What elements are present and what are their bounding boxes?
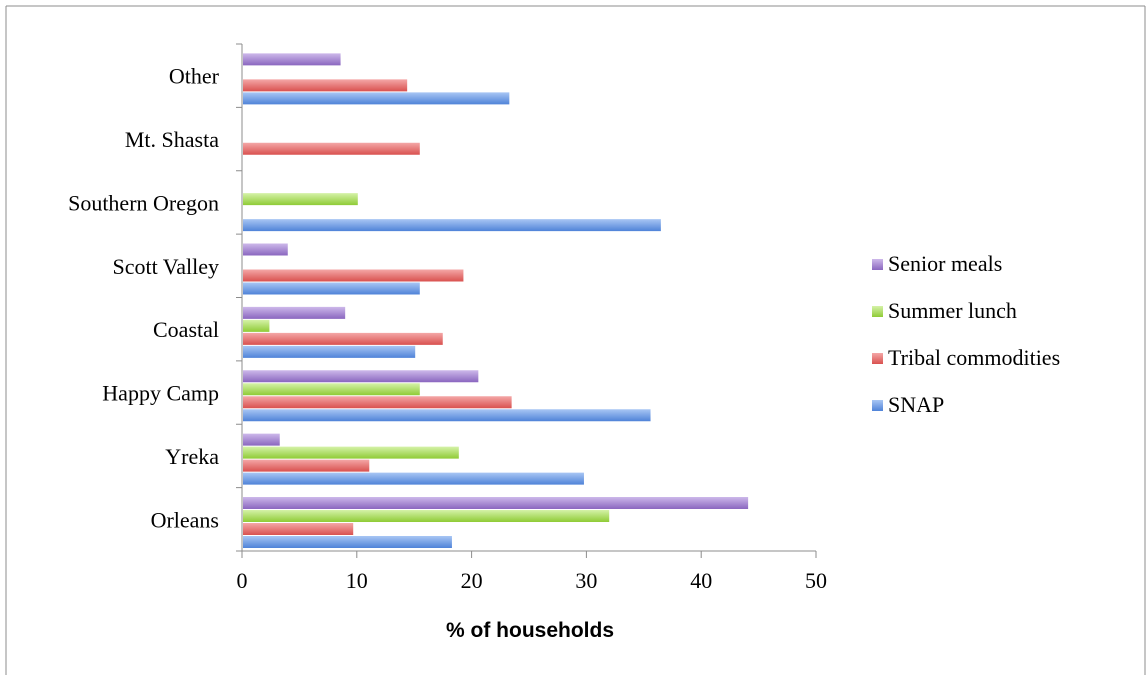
bar-senior-meals-yreka [243, 433, 280, 446]
legend-swatch-snap [872, 400, 883, 411]
y-category-label-coastal: Coastal [153, 317, 219, 342]
y-category-label-other: Other [169, 64, 220, 89]
bar-snap-coastal [243, 345, 416, 358]
legend-label-senior-meals: Senior meals [888, 251, 1002, 276]
bar-tribal-commodities-scott-valley [243, 269, 464, 282]
y-category-label-southern-oregon: Southern Oregon [68, 190, 219, 215]
bar-senior-meals-happy-camp [243, 370, 479, 383]
bar-snap-happy-camp [243, 409, 651, 422]
legend: Senior meals Summer lunch Tribal commoditi… [872, 251, 1060, 417]
legend-label-snap: SNAP [888, 392, 944, 417]
legend-swatch-tribal-commodities [872, 353, 883, 364]
bar-tribal-commodities-mt-shasta [243, 142, 420, 155]
bar-snap-southern-oregon [243, 219, 661, 232]
legend-label-summer-lunch: Summer lunch [888, 298, 1017, 323]
bar-senior-meals-other [243, 53, 341, 66]
x-axis-title: % of households [446, 619, 614, 642]
legend-label-tribal-commodities: Tribal commodities [888, 345, 1060, 370]
bar-tribal-commodities-yreka [243, 459, 370, 472]
bar-senior-meals-orleans [243, 497, 749, 509]
x-tick-label: 20 [461, 568, 483, 593]
bar-tribal-commodities-happy-camp [243, 396, 512, 409]
x-tick-label: 40 [690, 568, 712, 593]
legend-swatch-senior-meals [872, 259, 883, 270]
bar-summer-lunch-happy-camp [243, 383, 420, 396]
y-category-label-happy-camp: Happy Camp [102, 381, 219, 406]
plot-area: 0 10 20 30 40 50 Orleans Yreka Happy Camp Coastal… [68, 43, 827, 593]
bar-snap-yreka [243, 472, 584, 485]
y-category-label-yreka: Yreka [165, 444, 219, 469]
legend-swatch-summer-lunch [872, 306, 883, 317]
bar-senior-meals-scott-valley [243, 243, 288, 256]
bar-snap-scott-valley [243, 282, 420, 295]
bar-summer-lunch-southern-oregon [243, 193, 358, 206]
bar-tribal-commodities-coastal [243, 332, 443, 345]
x-tick-label: 50 [805, 568, 827, 593]
bar-summer-lunch-yreka [243, 446, 459, 459]
bar-tribal-commodities-orleans [243, 523, 354, 535]
bar-snap-other [243, 92, 510, 105]
y-category-label-mt-shasta: Mt. Shasta [125, 127, 219, 152]
y-category-label-scott-valley: Scott Valley [112, 254, 219, 279]
x-tick-label: 0 [237, 568, 248, 593]
bar-snap-orleans [243, 536, 452, 548]
bar-summer-lunch-coastal [243, 319, 270, 332]
bar-tribal-commodities-other [243, 79, 408, 92]
bar-senior-meals-coastal [243, 306, 346, 319]
x-tick-label: 10 [346, 568, 368, 593]
x-tick-label: 30 [575, 568, 597, 593]
bar-summer-lunch-orleans [243, 510, 610, 522]
y-category-label-orleans: Orleans [151, 507, 219, 532]
